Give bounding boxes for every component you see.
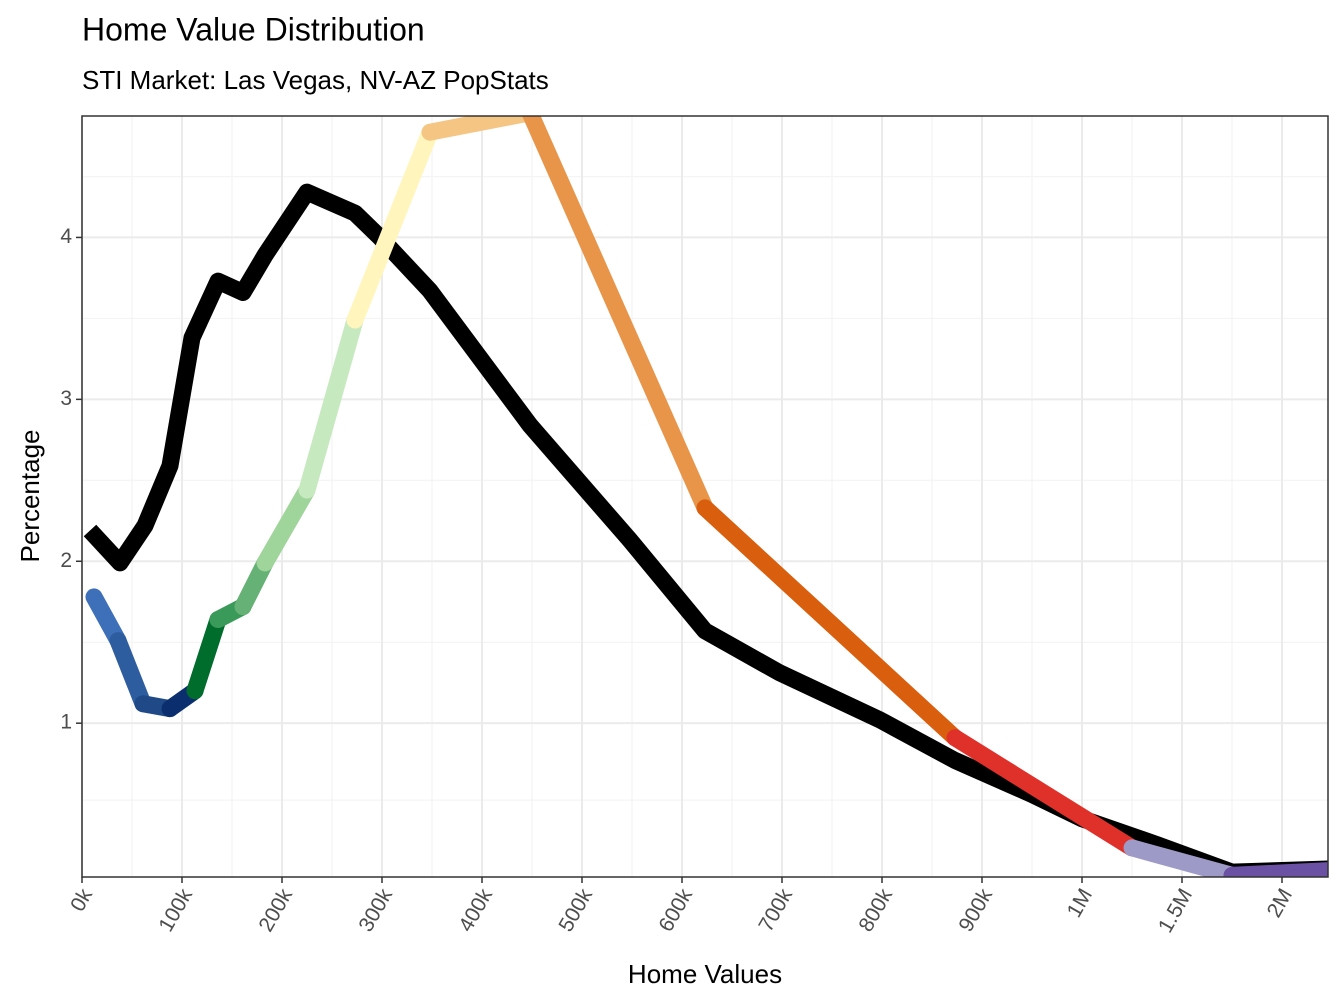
line-segment xyxy=(946,729,1141,857)
x-tick-label: 200k xyxy=(254,884,297,935)
line-segment xyxy=(522,116,714,517)
x-tick-label: 400k xyxy=(454,884,497,935)
line-segment xyxy=(1223,862,1328,877)
line-segment xyxy=(256,481,316,572)
line-segment xyxy=(1123,839,1241,877)
x-axis-label: Home Values xyxy=(628,959,782,989)
y-tick-label: 4 xyxy=(60,225,72,248)
panel-border xyxy=(81,115,1329,878)
grid xyxy=(81,116,1328,877)
x-tick-label: 0k xyxy=(66,884,97,915)
line-segment xyxy=(186,611,227,700)
lines xyxy=(83,116,1328,877)
x-tick-label: 2M xyxy=(1263,885,1298,922)
y-tick-label: 3 xyxy=(60,387,72,410)
x-tick-label: 600k xyxy=(654,884,697,935)
x-tick-label: 1.5M xyxy=(1154,885,1197,937)
y-axis-label: Percentage xyxy=(15,430,45,563)
line-segment xyxy=(696,499,964,747)
line-segment xyxy=(346,123,439,329)
line-segment xyxy=(298,311,364,499)
chart-title: Home Value Distribution xyxy=(82,11,425,47)
x-tick-label: 800k xyxy=(854,884,897,935)
x-tick-label: 300k xyxy=(354,884,397,935)
y-tick-label: 1 xyxy=(60,711,72,734)
chart-subtitle: STI Market: Las Vegas, NV-AZ PopStats xyxy=(82,65,549,95)
line-segment xyxy=(109,632,152,713)
x-tick-label: 100k xyxy=(154,884,197,935)
x-tick-label: 700k xyxy=(754,884,797,935)
x-tick-label: 500k xyxy=(554,884,597,935)
x-tick-label: 1M xyxy=(1063,885,1098,922)
y-tick-label: 2 xyxy=(60,549,72,572)
x-tick-label: 900k xyxy=(954,884,997,935)
